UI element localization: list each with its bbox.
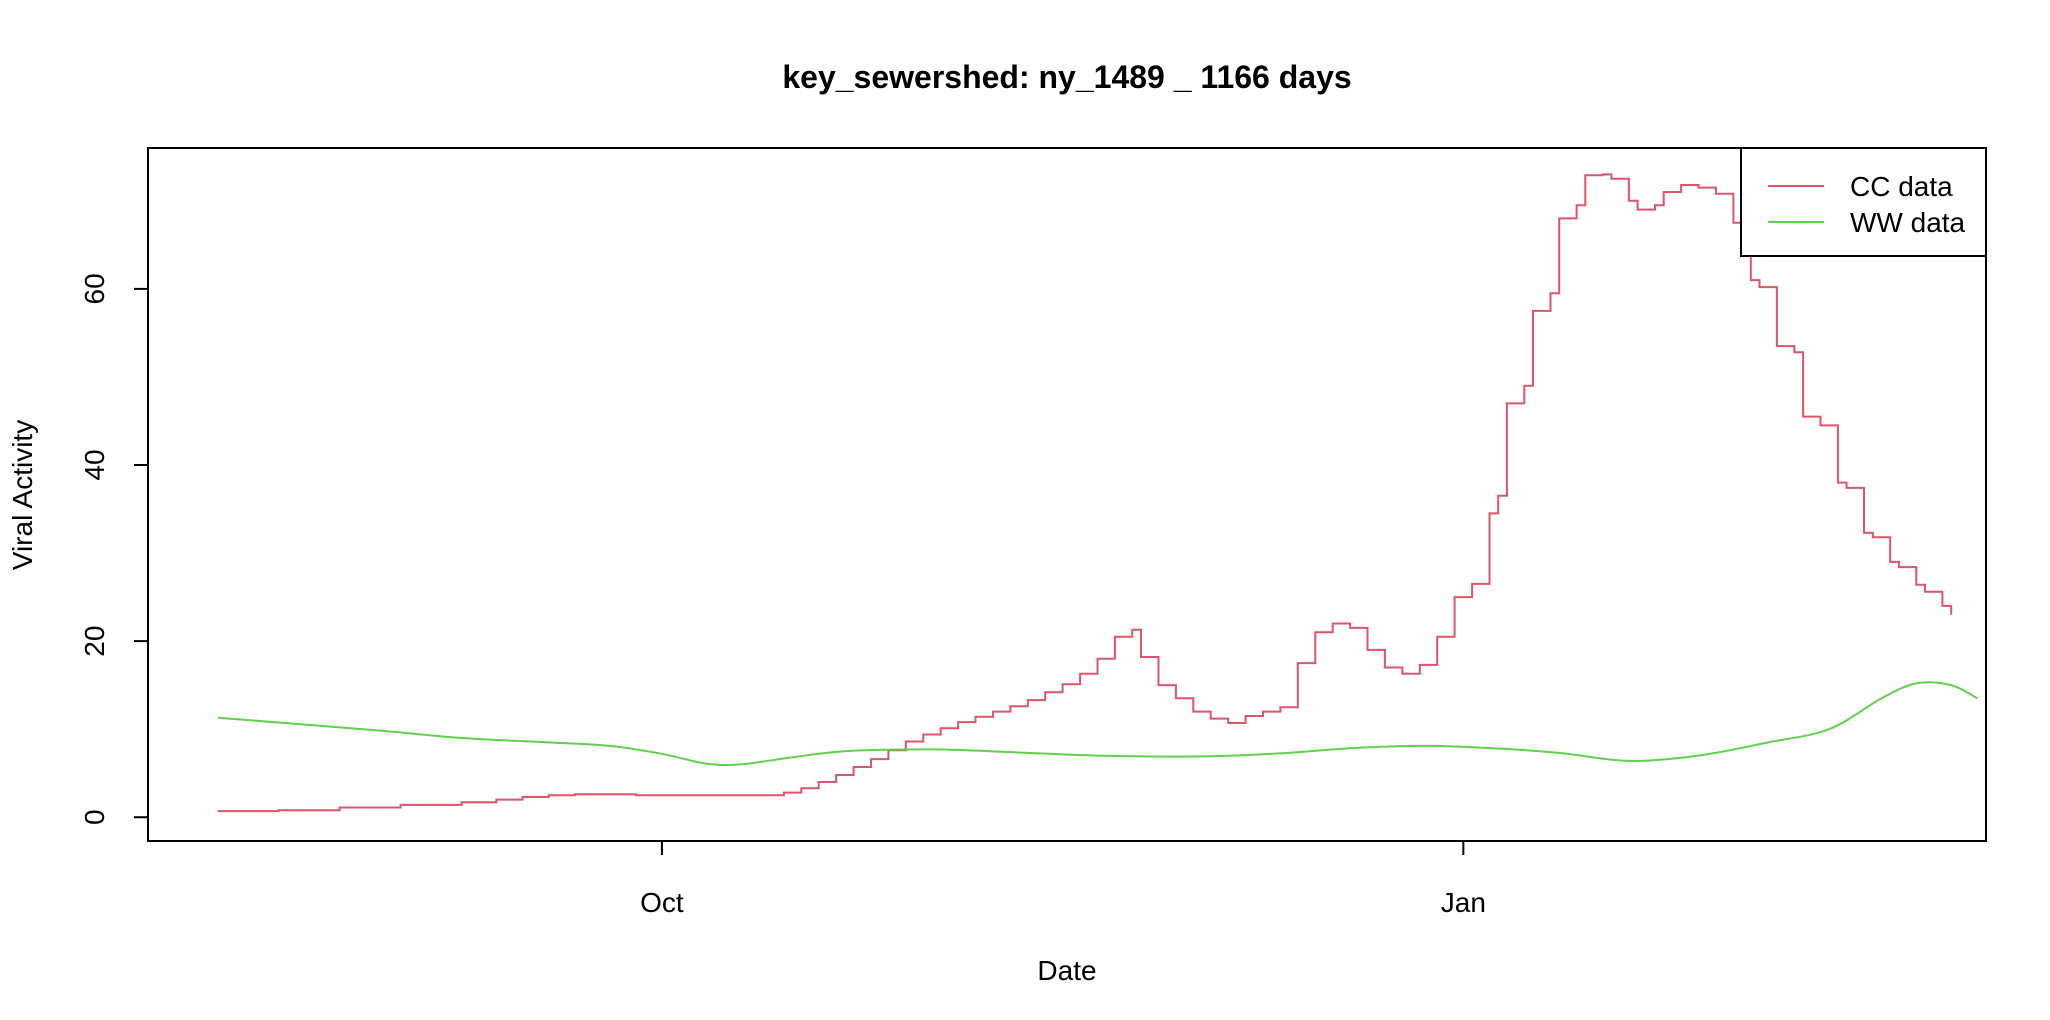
series-group xyxy=(217,173,1978,813)
y-tick-label: 20 xyxy=(79,626,110,657)
legend-label-ww-data: WW data xyxy=(1850,207,1966,238)
y-tick-label: 40 xyxy=(79,449,110,480)
chart-title: key_sewershed: ny_1489 _ 1166 days xyxy=(782,59,1351,95)
series-line-ww-data xyxy=(217,681,1978,767)
x-tick-label: Oct xyxy=(640,887,684,918)
legend-box xyxy=(1740,147,1987,257)
x-axis: Oct Jan xyxy=(640,841,1486,918)
y-axis: 0 20 40 60 xyxy=(79,273,148,825)
y-tick-label: 0 xyxy=(79,809,110,825)
series-line-cc-data xyxy=(217,173,1953,813)
x-tick-label: Jan xyxy=(1441,887,1486,918)
y-axis-label: Viral Activity xyxy=(7,420,38,570)
x-axis-label: Date xyxy=(1037,955,1096,986)
legend-label-cc-data: CC data xyxy=(1850,171,1953,202)
legend: CC data WW data xyxy=(1740,147,1987,257)
plot-area-frame xyxy=(147,147,1987,842)
y-tick-label: 60 xyxy=(79,273,110,304)
